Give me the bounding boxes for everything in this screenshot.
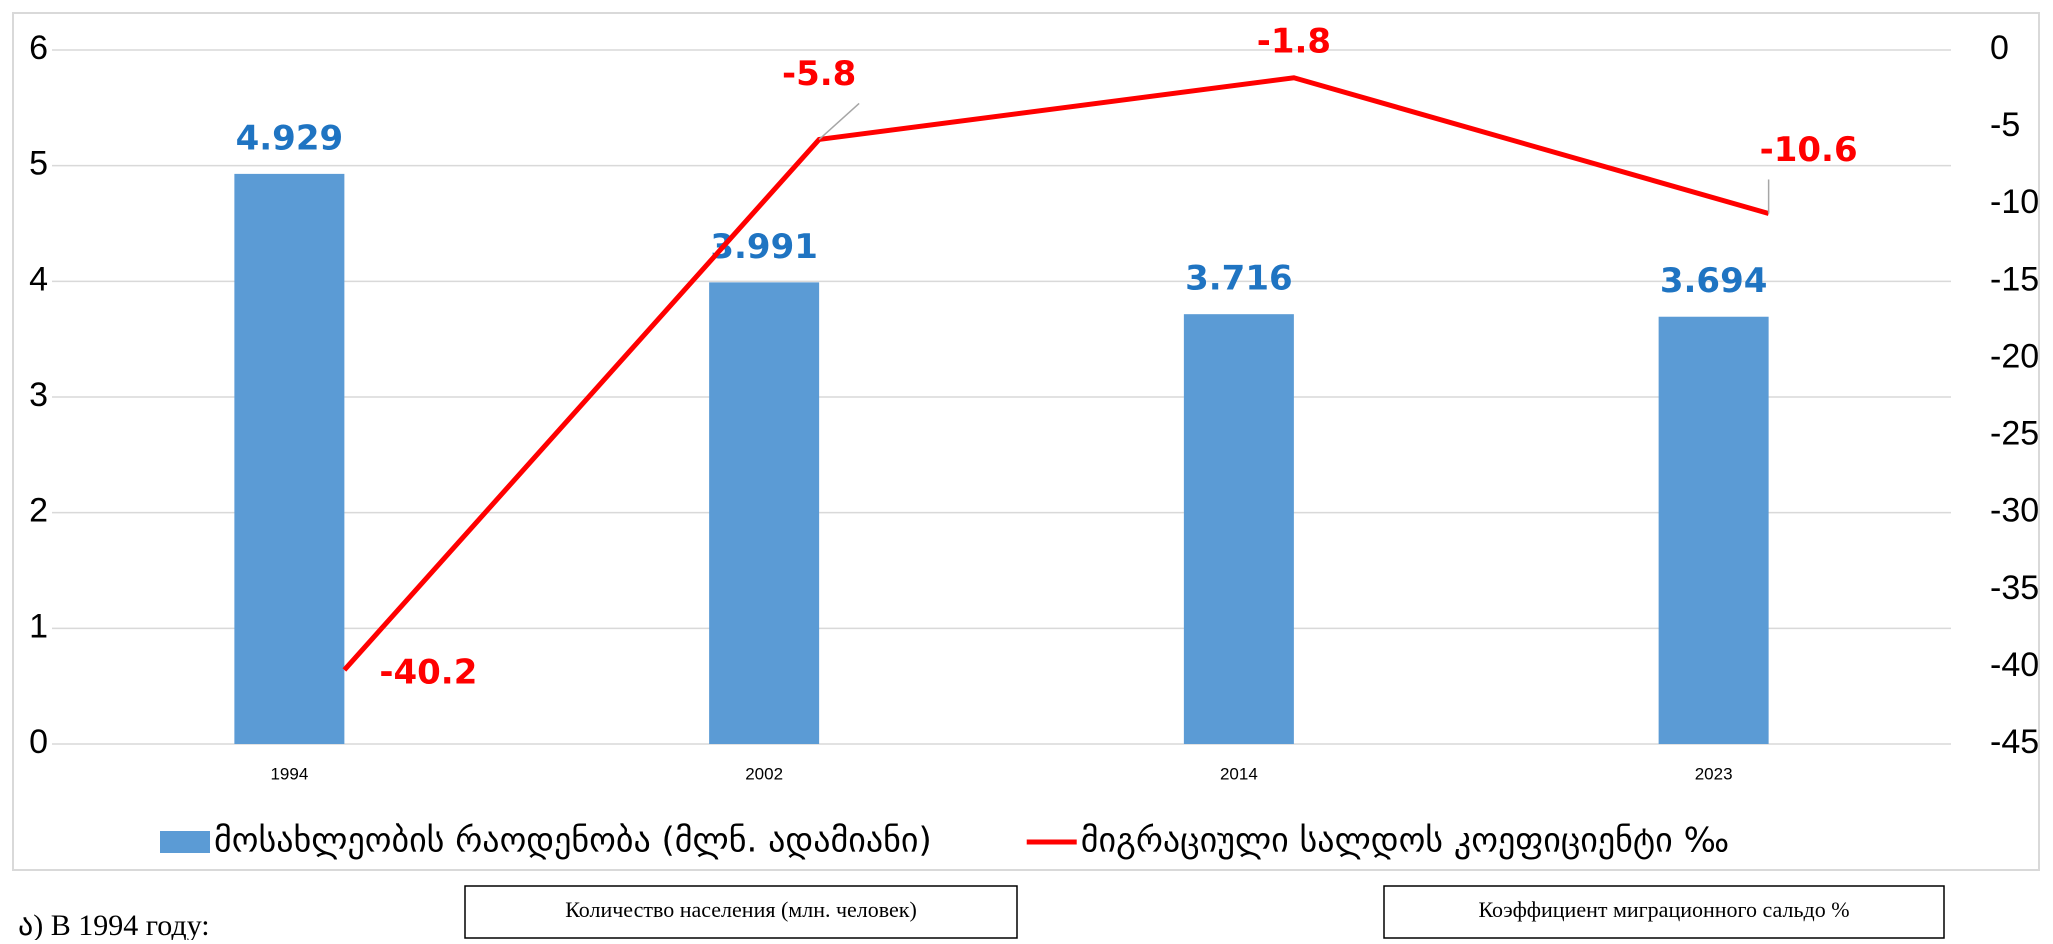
y2-tick-label: -45 [1990, 723, 2039, 761]
x-tick-label: 1994 [270, 764, 308, 783]
note-box [1383, 885, 1945, 939]
bar-value-label: 3.991 [710, 227, 818, 267]
line-value-label: -1.8 [1257, 21, 1331, 61]
annotation: Количество населения (млн. человек) [565, 897, 917, 922]
bar [234, 173, 345, 744]
y-tick-label: 3 [29, 376, 48, 414]
x-tick-label: 2023 [1695, 764, 1733, 783]
y2-tick-label: -25 [1990, 415, 2039, 453]
y2-tick-label: -20 [1990, 337, 2039, 375]
legend-swatch [160, 831, 210, 853]
bar [1183, 314, 1294, 744]
x-tick-label: 2014 [1220, 764, 1258, 783]
line [342, 75, 1770, 672]
line-value-label: -10.6 [1760, 130, 1858, 170]
y2-tick-label: -35 [1990, 569, 2039, 607]
annotation: Коэффициент миграционного сальдо % [1478, 897, 1849, 922]
y2-tick-label: -5 [1990, 106, 2020, 144]
legend-label: მიგრაციული სალდოს კოეფიციენტი ‰ [1081, 821, 1729, 861]
line-value-label: -40.2 [379, 652, 477, 692]
legend-label: მოსახლეობის რაოდენობა (მლნ. ადამიანი) [214, 821, 932, 861]
line-value-label: -5.8 [782, 54, 856, 94]
bar [709, 282, 820, 744]
bar-value-label: 4.929 [236, 118, 344, 158]
y-tick-label: 6 [29, 29, 48, 67]
annotation: ა) В 1994 году: [18, 909, 210, 940]
x-tick-label: 2002 [745, 764, 783, 783]
y-tick-label: 5 [29, 145, 48, 183]
y2-tick-label: 0 [1990, 29, 2009, 67]
bar [1658, 316, 1769, 744]
y2-tick-label: -10 [1990, 183, 2039, 221]
y-tick-label: 1 [29, 607, 48, 645]
chart-border [12, 12, 2040, 871]
y2-tick-label: -30 [1990, 492, 2039, 530]
y-tick-label: 4 [29, 260, 48, 298]
bar-value-label: 3.716 [1185, 259, 1293, 299]
y-tick-label: 2 [29, 492, 48, 530]
y-tick-label: 0 [29, 723, 48, 761]
leader-line [818, 102, 860, 141]
y2-tick-label: -15 [1990, 260, 2039, 298]
y2-tick-label: -40 [1990, 646, 2039, 684]
bar-value-label: 3.694 [1660, 261, 1768, 301]
note-box [464, 885, 1018, 939]
